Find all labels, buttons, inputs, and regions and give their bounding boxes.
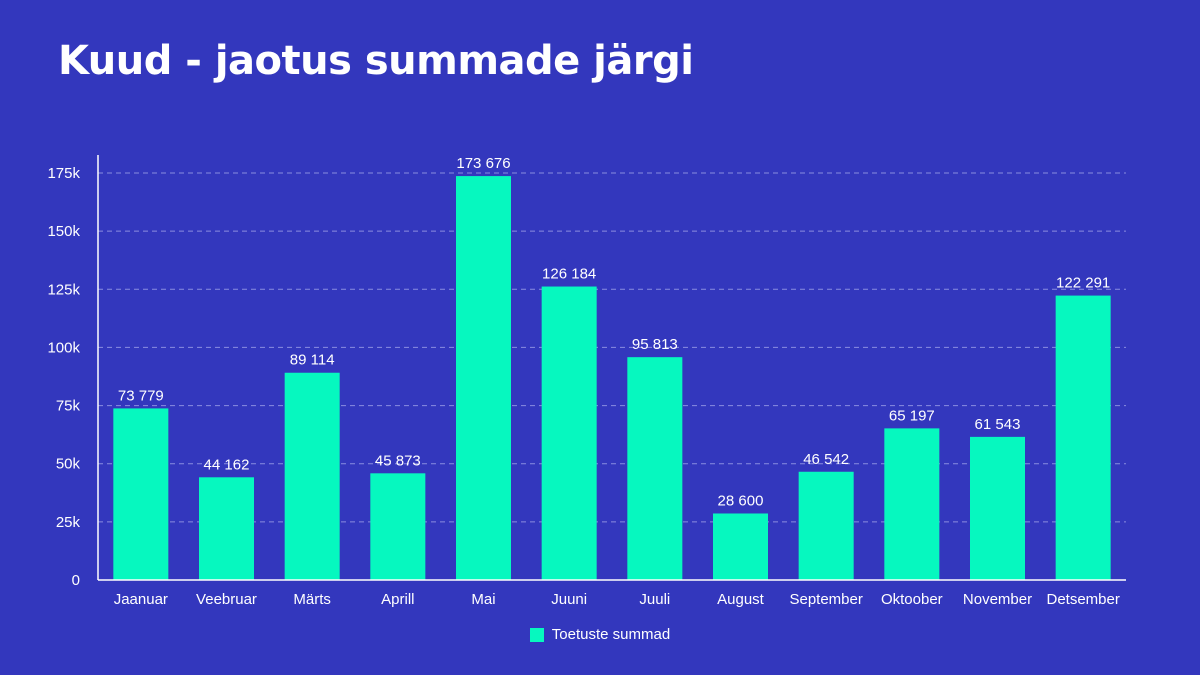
bar-aprill	[370, 473, 426, 580]
y-tick-label: 100k	[47, 339, 80, 356]
bar-august	[713, 513, 768, 580]
bar-mai	[456, 176, 511, 581]
y-tick-label: 125k	[47, 281, 80, 298]
x-tick-label: Juuli	[639, 591, 670, 608]
y-tick-label: 25k	[56, 514, 81, 531]
y-tick-label: 150k	[47, 223, 80, 240]
legend-label: Toetuste summad	[551, 626, 671, 643]
data-label: 44 162	[204, 456, 250, 473]
legend-swatch	[529, 627, 544, 642]
bar-jaanuar	[113, 408, 169, 580]
bar-veebruar	[199, 477, 254, 580]
y-tick-label: 0	[72, 572, 80, 589]
x-tick-label: Jaanuar	[114, 591, 168, 608]
bars	[113, 176, 1111, 581]
x-tick-label: Juuni	[551, 591, 587, 608]
x-tick-label: September	[789, 591, 862, 608]
bar-november	[970, 436, 1025, 580]
chart-title: Kuud - jaotus summade järgi	[58, 38, 694, 84]
labels: 0 25k 50k 75k 100k 125k 150k 175k 73 779 Jaanuar 4…	[47, 155, 1119, 608]
x-tick-label: Mai	[471, 591, 495, 608]
legend: Toetuste summad	[0, 626, 1200, 643]
data-label: 89 114	[290, 352, 335, 369]
data-label: 28 600	[718, 492, 764, 509]
data-label: 73 779	[118, 387, 164, 404]
grid-lines	[98, 172, 1126, 523]
data-label: 61 543	[975, 416, 1021, 433]
x-tick-label: Aprill	[381, 591, 414, 608]
data-label: 46 542	[803, 451, 849, 468]
data-label: 45 873	[375, 452, 421, 469]
bar-oktoober	[884, 428, 940, 580]
data-label: 173 676	[456, 155, 510, 172]
x-tick-label: Märts	[293, 591, 331, 608]
data-label: 126 184	[542, 266, 596, 283]
y-tick-label: 75k	[56, 398, 81, 415]
y-tick-label: 175k	[47, 165, 80, 182]
bar-september	[798, 471, 854, 580]
axes	[97, 155, 1126, 581]
x-tick-label: Veebruar	[196, 591, 257, 608]
data-label: 65 197	[889, 407, 935, 424]
x-tick-label: August	[717, 591, 765, 608]
bar-juuli	[627, 357, 683, 580]
bar-detsember	[1055, 295, 1111, 580]
y-tick-label: 50k	[56, 456, 81, 473]
x-tick-label: Oktoober	[881, 591, 943, 608]
data-label: 122 291	[1056, 275, 1110, 292]
data-label: 95 813	[632, 336, 678, 353]
x-tick-label: November	[963, 591, 1032, 608]
bar-juuni	[541, 286, 597, 580]
x-tick-label: Detsember	[1046, 591, 1119, 608]
bar-märts	[284, 372, 340, 580]
